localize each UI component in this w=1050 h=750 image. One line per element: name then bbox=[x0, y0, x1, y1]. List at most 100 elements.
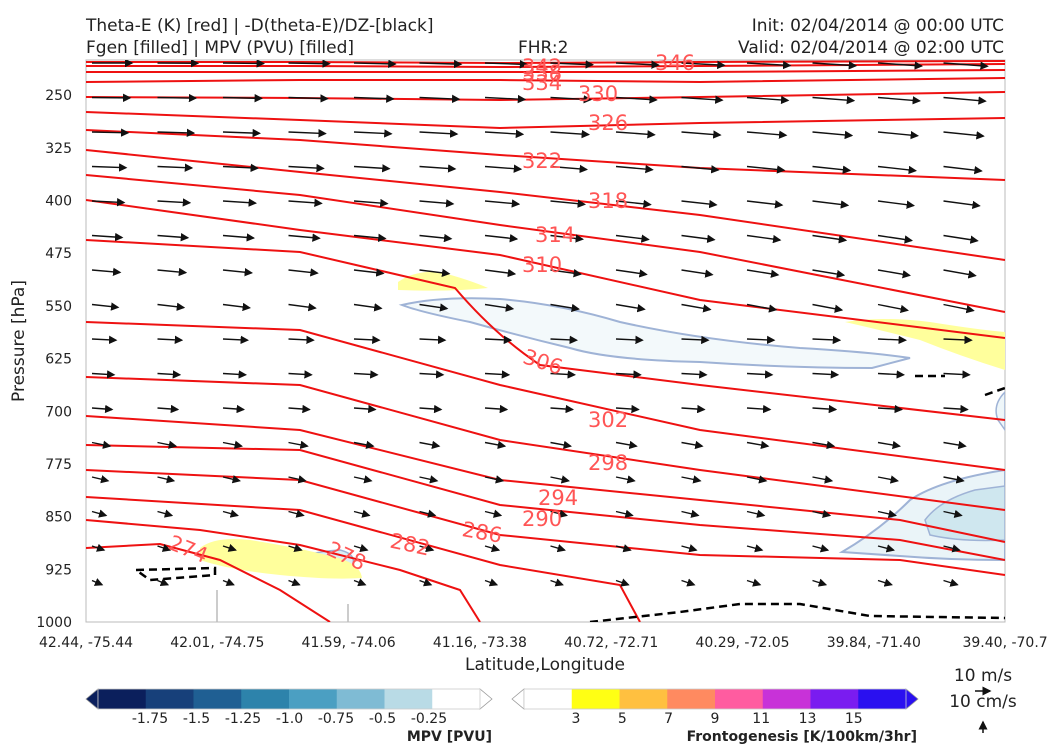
wind-arrow bbox=[288, 335, 315, 345]
wind-arrow bbox=[943, 131, 985, 140]
contour-label-338: 338 bbox=[522, 61, 562, 85]
wind-arrow bbox=[550, 509, 568, 518]
wind-arrow bbox=[943, 544, 961, 553]
wind-arrow bbox=[943, 335, 973, 345]
wind-arrow bbox=[615, 303, 646, 313]
wind-arrow bbox=[288, 475, 307, 484]
wind-arrow bbox=[812, 578, 828, 587]
wind-arrow bbox=[353, 475, 373, 484]
colorbar-end-cap bbox=[85, 688, 99, 710]
wind-arrow bbox=[157, 233, 190, 242]
wind-arrow bbox=[353, 544, 369, 553]
wind-arrow bbox=[550, 199, 586, 208]
wind-arrow bbox=[484, 94, 527, 104]
wind-arrow bbox=[419, 233, 453, 243]
wind-arrow bbox=[353, 370, 379, 379]
wind-arrow bbox=[681, 165, 720, 174]
y-tick-label: 475 bbox=[45, 246, 72, 262]
title-left-line1: Theta-E (K) [red] | -D(theta-E)/DZ-[blac… bbox=[85, 16, 434, 36]
wind-arrow bbox=[877, 335, 907, 345]
fgen-region-lowlevel bbox=[200, 539, 362, 579]
colorbar-end-cap bbox=[479, 688, 493, 710]
wind-arrow bbox=[615, 404, 640, 414]
y-tick-label: 850 bbox=[45, 510, 72, 526]
wind-arrow bbox=[681, 95, 724, 104]
y-tick-label: 400 bbox=[45, 194, 72, 210]
wind-arrow bbox=[943, 200, 981, 210]
wind-arrow bbox=[288, 94, 329, 103]
wind-arrow bbox=[943, 303, 975, 314]
title-init-time: Init: 02/04/2014 @ 00:00 UTC bbox=[752, 16, 1004, 36]
wind-arrow bbox=[353, 303, 383, 312]
wind-arrow bbox=[746, 165, 786, 174]
wind-arrow bbox=[222, 302, 251, 312]
theta-e-contour-318 bbox=[86, 149, 1005, 261]
wind-arrow bbox=[812, 303, 844, 313]
wind-arrow bbox=[222, 578, 235, 587]
wind-arrow bbox=[681, 60, 726, 70]
wind-arrow bbox=[419, 335, 447, 345]
wind-scale-horizontal-label: 10 m/s bbox=[954, 666, 1012, 686]
x-tick-label: 40.29, -72.05 bbox=[695, 635, 789, 651]
wind-arrow bbox=[484, 164, 523, 173]
wind-arrow bbox=[222, 163, 259, 173]
wind-arrow bbox=[91, 578, 104, 586]
wind-arrow bbox=[288, 163, 325, 173]
wind-arrow bbox=[746, 475, 768, 484]
wind-arrow bbox=[681, 234, 716, 244]
y-tick-label: 1000 bbox=[36, 615, 72, 631]
x-tick-label: 42.01, -74.75 bbox=[170, 635, 264, 651]
theta-e-contour-310 bbox=[86, 199, 1005, 339]
wind-arrow bbox=[615, 578, 630, 587]
wind-arrow bbox=[877, 475, 899, 484]
colorbar-tick-label: 15 bbox=[845, 711, 863, 727]
wind-arrow bbox=[222, 404, 245, 414]
colorbar-swatch bbox=[145, 689, 194, 709]
wind-arrow bbox=[746, 95, 790, 105]
wind-arrow bbox=[157, 128, 196, 138]
wind-arrow bbox=[550, 234, 584, 243]
theta-e-contour-282 bbox=[86, 496, 641, 622]
frontogenesis-colorbar-label: Frontogenesis [K/100km/3hr] bbox=[687, 729, 917, 745]
wind-arrow bbox=[484, 404, 509, 414]
wind-arrow bbox=[746, 509, 766, 518]
wind-arrow bbox=[812, 544, 830, 553]
wind-arrow bbox=[681, 303, 712, 313]
wind-arrow bbox=[746, 200, 784, 209]
colorbar-tick-label: 7 bbox=[664, 711, 673, 727]
wind-arrow bbox=[615, 199, 652, 209]
wind-arrow bbox=[746, 130, 788, 139]
wind-arrow bbox=[681, 440, 704, 450]
wind-arrow bbox=[353, 440, 375, 449]
theta-e-contour-274 bbox=[86, 542, 331, 622]
wind-arrow bbox=[877, 130, 919, 140]
wind-arrow bbox=[615, 544, 632, 553]
wind-arrow bbox=[550, 578, 564, 587]
wind-arrow bbox=[353, 335, 381, 345]
x-tick-label: 40.72, -72.71 bbox=[564, 635, 658, 651]
wind-arrow bbox=[681, 199, 718, 209]
wind-arrow bbox=[91, 302, 120, 311]
wind-arrow bbox=[288, 404, 311, 414]
theta-e-contour-278 bbox=[86, 519, 481, 622]
wind-arrow bbox=[222, 335, 249, 345]
wind-arrow bbox=[419, 129, 459, 138]
theta-e-contour-322 bbox=[86, 129, 1005, 181]
wind-arrow bbox=[157, 475, 176, 484]
wind-arrow bbox=[91, 198, 126, 207]
x-tick-label: 41.16, -73.38 bbox=[433, 635, 527, 651]
x-axis-ticks: 42.44, -75.44 42.01, -74.75 41.59, -74.06 4… bbox=[39, 635, 1048, 651]
wind-arrow bbox=[157, 370, 182, 379]
x-axis-label: Latitude,Longitude bbox=[465, 655, 625, 675]
contour-label-322: 322 bbox=[522, 149, 562, 173]
wind-arrow bbox=[877, 370, 905, 379]
colorbar-tick-label: 9 bbox=[710, 711, 719, 727]
mpv-region-midlevel bbox=[398, 297, 911, 370]
frontogenesis-fill-regions bbox=[200, 271, 1005, 579]
stability-contour-left bbox=[135, 566, 217, 582]
wind-arrow bbox=[484, 129, 525, 139]
wind-arrow bbox=[812, 269, 846, 279]
wind-arrow bbox=[877, 303, 909, 314]
wind-arrow bbox=[484, 303, 515, 312]
wind-arrow bbox=[353, 404, 377, 414]
